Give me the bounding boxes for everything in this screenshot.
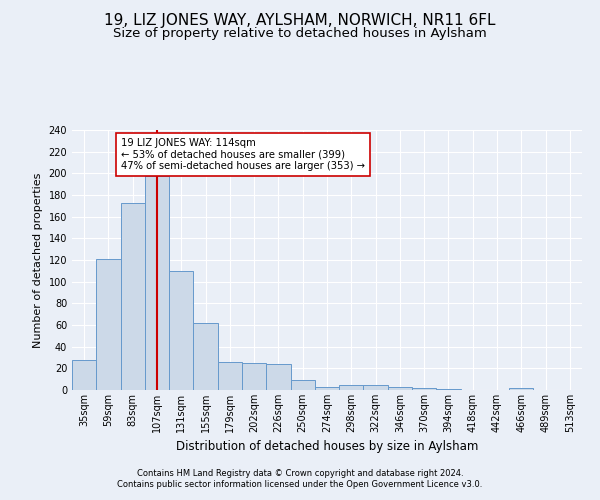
- Bar: [266, 364, 290, 390]
- Y-axis label: Number of detached properties: Number of detached properties: [33, 172, 43, 348]
- Text: 19, LIZ JONES WAY, AYLSHAM, NORWICH, NR11 6FL: 19, LIZ JONES WAY, AYLSHAM, NORWICH, NR1…: [104, 12, 496, 28]
- Bar: [96, 259, 121, 390]
- Text: Contains public sector information licensed under the Open Government Licence v3: Contains public sector information licen…: [118, 480, 482, 489]
- Text: 19 LIZ JONES WAY: 114sqm
← 53% of detached houses are smaller (399)
47% of semi-: 19 LIZ JONES WAY: 114sqm ← 53% of detach…: [121, 138, 365, 171]
- Bar: [169, 271, 193, 390]
- Bar: [364, 384, 388, 390]
- Bar: [72, 360, 96, 390]
- Bar: [315, 387, 339, 390]
- Bar: [290, 380, 315, 390]
- Bar: [193, 323, 218, 390]
- Bar: [121, 202, 145, 390]
- Bar: [145, 176, 169, 390]
- Bar: [388, 387, 412, 390]
- Text: Size of property relative to detached houses in Aylsham: Size of property relative to detached ho…: [113, 28, 487, 40]
- Bar: [218, 362, 242, 390]
- Bar: [509, 388, 533, 390]
- Bar: [436, 389, 461, 390]
- X-axis label: Distribution of detached houses by size in Aylsham: Distribution of detached houses by size …: [176, 440, 478, 454]
- Text: Contains HM Land Registry data © Crown copyright and database right 2024.: Contains HM Land Registry data © Crown c…: [137, 468, 463, 477]
- Bar: [412, 388, 436, 390]
- Bar: [242, 363, 266, 390]
- Bar: [339, 384, 364, 390]
